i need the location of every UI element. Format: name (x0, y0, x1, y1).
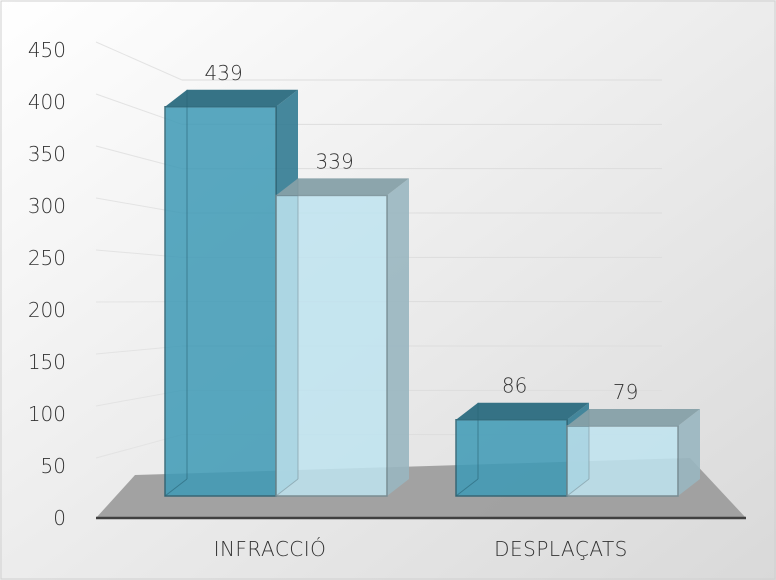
bars (164, 89, 700, 497)
bar-base-edge (455, 478, 479, 497)
bar-top-face (567, 408, 700, 426)
y-tick-label: 200 (28, 298, 66, 322)
data-label: 339 (316, 149, 354, 173)
y-tick-label: 400 (28, 90, 66, 114)
data-label: 79 (613, 380, 638, 404)
bar-front-face (164, 106, 277, 497)
y-tick-label: 100 (28, 402, 66, 426)
y-tick-label: 450 (28, 38, 66, 62)
bar-top-face (165, 89, 298, 107)
gridline-side (95, 41, 183, 81)
bar-base-edge (164, 478, 188, 497)
y-tick-label: 0 (53, 506, 66, 530)
y-tick-label: 300 (28, 194, 66, 218)
data-label: 86 (502, 374, 527, 398)
y-tick-label: 150 (28, 350, 66, 374)
bar-front-face (455, 418, 568, 497)
bar-front-face (566, 425, 679, 497)
y-tick-label: 50 (41, 454, 66, 478)
y-tick-label: 250 (28, 246, 66, 270)
data-label: 439 (205, 61, 243, 85)
x-category-label: DESPLAÇATS (494, 537, 628, 561)
bar-side-face (387, 178, 409, 497)
bar (275, 178, 409, 497)
y-tick-label: 350 (28, 142, 66, 166)
bar-side-face (678, 408, 700, 496)
bar-top-face (456, 402, 589, 420)
bar-top-face (276, 178, 409, 196)
bar-base-edge (566, 478, 590, 497)
bar-base-edge (275, 478, 299, 497)
bar (566, 408, 700, 497)
x-category-label: INFRACCIÓ (214, 537, 327, 561)
bar-front-face (275, 194, 388, 497)
labels: 0 50 100 150 200 250 300 350 400 450 439 339 INFRACC… (28, 38, 639, 561)
